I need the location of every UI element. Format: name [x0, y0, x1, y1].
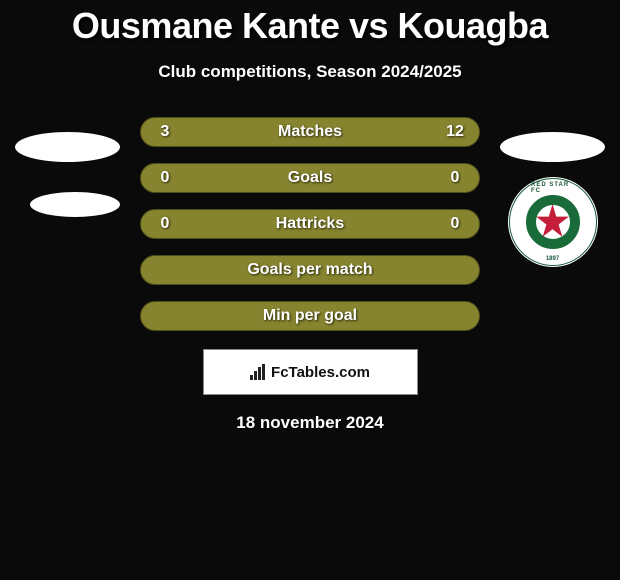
comparison-widget: Ousmane Kante vs Kouagba Club competitio… — [0, 0, 620, 433]
stat-right-value: 12 — [445, 123, 465, 141]
right-badge-1 — [500, 132, 605, 162]
stats-block: 3Matches120Goals00Hattricks0Goals per ma… — [0, 117, 620, 331]
club-badge-outer: RED STAR FC 1897 — [509, 178, 597, 266]
stat-bars: 3Matches120Goals00Hattricks0Goals per ma… — [140, 117, 480, 331]
club-badge: RED STAR FC 1897 — [508, 177, 598, 267]
stat-row: Min per goal — [140, 301, 480, 331]
subtitle: Club competitions, Season 2024/2025 — [0, 62, 620, 82]
bar-chart-icon — [250, 364, 265, 380]
stat-label: Goals — [175, 169, 445, 187]
star-icon — [536, 204, 570, 240]
attribution-text: FcTables.com — [271, 364, 370, 381]
stat-label: Goals per match — [175, 261, 445, 279]
right-badges: RED STAR FC 1897 — [495, 117, 610, 267]
stat-label: Hattricks — [175, 215, 445, 233]
left-badges — [10, 117, 125, 217]
stat-label: Matches — [175, 123, 445, 141]
footer-block: FcTables.com 18 november 2024 — [0, 349, 620, 433]
left-badge-2 — [30, 192, 120, 217]
stat-row: 0Hattricks0 — [140, 209, 480, 239]
stat-left-value: 0 — [155, 169, 175, 187]
club-badge-inner — [526, 195, 580, 249]
footer-date: 18 november 2024 — [236, 413, 383, 433]
page-title: Ousmane Kante vs Kouagba — [0, 5, 620, 47]
stat-left-value: 0 — [155, 215, 175, 233]
stat-row: 3Matches12 — [140, 117, 480, 147]
stat-left-value: 3 — [155, 123, 175, 141]
stat-right-value: 0 — [445, 215, 465, 233]
club-year: 1897 — [546, 256, 559, 262]
stat-right-value: 0 — [445, 169, 465, 187]
stat-label: Min per goal — [175, 307, 445, 325]
club-name: RED STAR FC — [531, 182, 574, 194]
attribution-link[interactable]: FcTables.com — [203, 349, 418, 395]
left-badge-1 — [15, 132, 120, 162]
stat-row: Goals per match — [140, 255, 480, 285]
stat-row: 0Goals0 — [140, 163, 480, 193]
